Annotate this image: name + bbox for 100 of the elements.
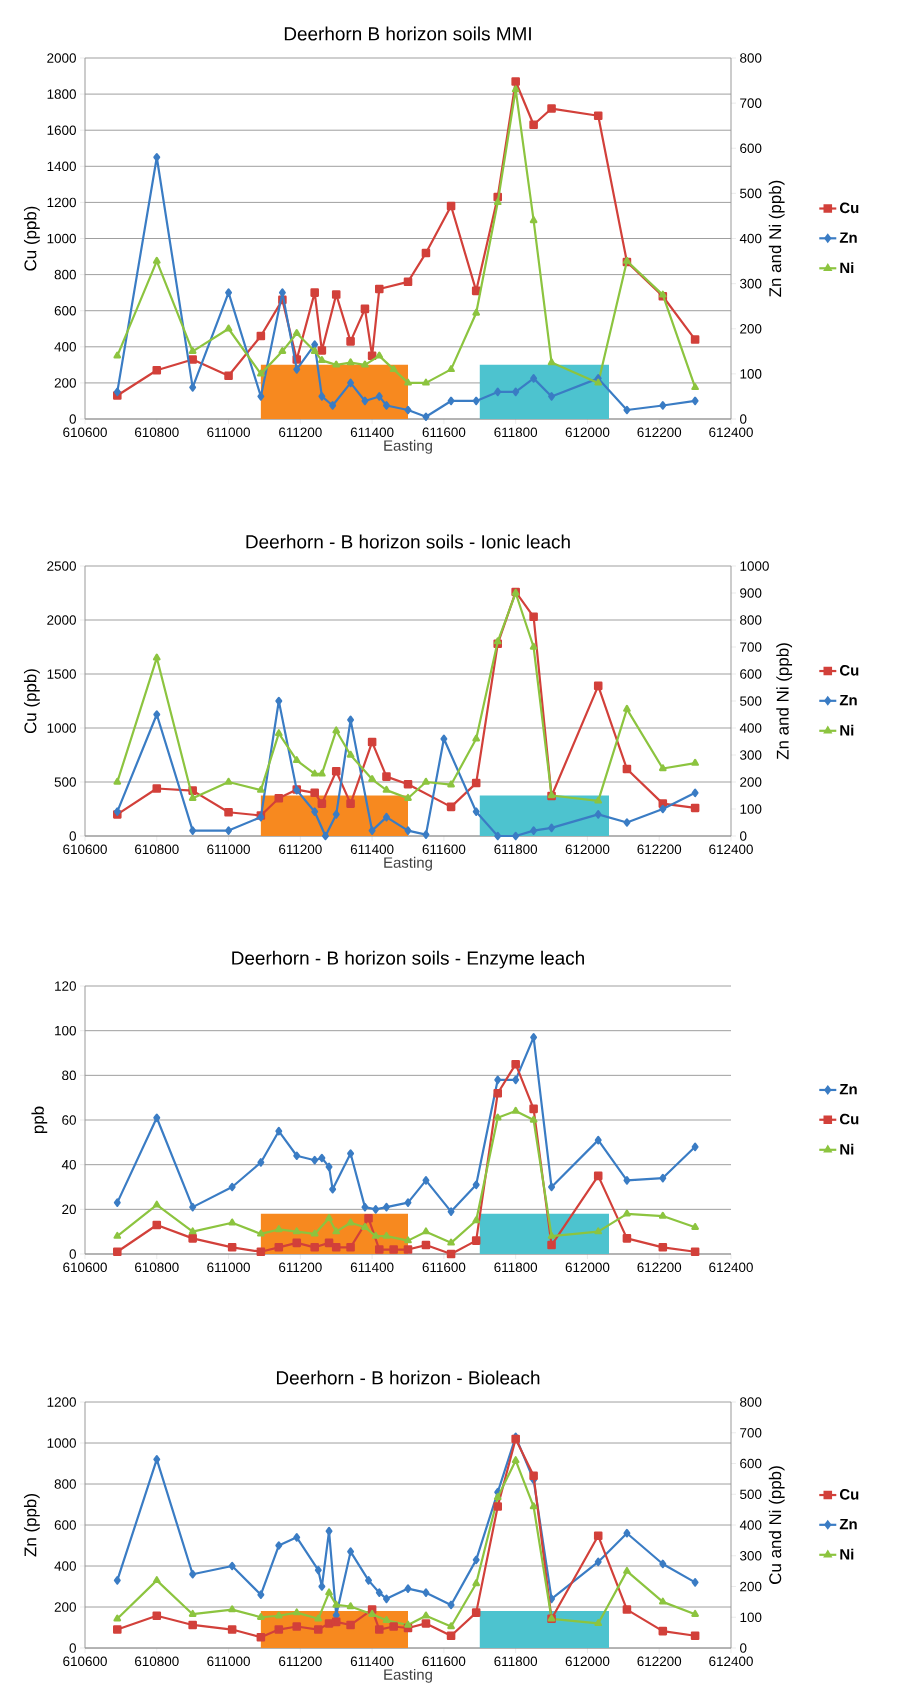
x-tick-label: 611600 [422,1656,466,1667]
y2-tick-label: 1000 [740,561,769,571]
y-tick-label: 2000 [47,53,76,63]
y-tick-label: 400 [54,342,76,352]
y-tick-label: 500 [54,777,76,787]
legend-label: Zn [839,694,857,706]
y-axis-title: ppb [31,1106,48,1134]
y2-tick-label: 600 [740,1458,762,1469]
y2-tick-label: 200 [740,1581,762,1592]
y-tick-label: 0 [69,831,76,841]
x-tick-label: 610600 [63,1262,107,1273]
x-tick-label: 612200 [637,427,682,438]
y-tick-label: 1500 [47,669,76,679]
x-tick-label: 611200 [279,844,322,855]
y-tick-label: 2000 [47,615,76,625]
x-tick-label: 612400 [709,844,753,855]
x-tick-label: 610600 [63,1656,107,1667]
y-tick-label: 800 [54,1479,76,1489]
x-tick-label: 610600 [63,427,107,438]
y2-tick-label: 500 [740,1489,762,1500]
y2-axis-title: Zn and Ni (ppb) [768,180,785,297]
x-tick-label: 611000 [207,427,250,438]
x-tick-label: 612000 [565,427,610,438]
y-tick-label: 0 [69,1643,76,1653]
y2-tick-label: 0 [740,1643,747,1653]
y-axis-title: Cu (ppb) [23,206,40,271]
x-tick-label: 611600 [422,1262,466,1273]
x-axis-title: Easting [384,439,432,454]
y2-tick-label: 400 [739,1520,762,1530]
x-tick-label: 612200 [637,844,682,855]
y2-tick-label: 600 [740,143,762,154]
y-tick-label: 1400 [47,161,76,172]
legend-label: Zn [839,232,857,243]
chart-title: Deerhorn - B horizon soils - Ionic leach [246,534,570,549]
legend-label: Ni [840,1548,854,1560]
x-tick-label: 611400 [350,844,394,855]
y-tick-label: 0 [69,1249,76,1259]
y-axis-title: Zn (ppb) [23,1494,40,1557]
y-tick-label: 2500 [47,561,76,571]
y-tick-label: 1600 [47,125,76,135]
y-tick-label: 80 [62,1070,76,1081]
legend-label: Ni [840,1143,854,1155]
chart-title: Deerhorn - B horizon - Bioleach [276,1370,540,1385]
x-tick-label: 611200 [279,1262,322,1273]
x-tick-label: 612000 [565,1656,610,1667]
y2-tick-label: 800 [740,1397,762,1407]
x-tick-label: 610600 [63,844,107,855]
x-tick-label: 611800 [494,1262,538,1273]
x-tick-label: 611000 [207,1262,250,1273]
y2-tick-label: 900 [740,588,762,598]
x-tick-label: 612200 [637,1262,682,1273]
y-tick-label: 40 [61,1159,76,1170]
y2-tick-label: 300 [740,750,762,760]
x-tick-label: 611000 [207,844,250,855]
y2-tick-label: 600 [740,669,762,679]
y2-tick-label: 0 [740,414,747,424]
y2-tick-label: 400 [739,723,762,733]
y-tick-label: 20 [62,1204,76,1215]
x-axis-title: Easting [384,1668,432,1683]
y2-tick-label: 200 [740,323,762,334]
legend-label: Cu [839,1489,859,1500]
x-tick-label: 611400 [350,1656,394,1667]
x-tick-label: 611000 [207,1656,250,1667]
y-tick-label: 100 [55,1025,76,1036]
x-axis-title: Easting [384,856,432,871]
chart-title: Deerhorn B horizon soils MMI [284,26,531,41]
legend-label: Ni [840,724,854,736]
y2-tick-label: 100 [740,804,762,814]
x-tick-label: 611400 [350,427,394,438]
legend-label: Ni [840,262,854,273]
y2-tick-label: 800 [740,53,762,63]
x-tick-label: 611800 [494,844,538,855]
y-tick-label: 200 [54,1602,76,1612]
y-tick-label: 1000 [47,723,76,733]
y2-tick-label: 700 [740,1428,762,1438]
y2-axis-title: Zn and Ni (ppb) [776,643,793,760]
y-tick-label: 200 [54,378,76,388]
y2-tick-label: 100 [740,369,762,379]
y-tick-label: 1200 [47,197,76,208]
x-tick-label: 611800 [494,427,538,438]
x-tick-label: 610800 [135,1656,179,1667]
y-tick-label: 60 [62,1115,76,1125]
y-tick-label: 1200 [47,1397,76,1407]
x-tick-label: 611600 [422,844,466,855]
y-tick-label: 400 [54,1561,76,1571]
y2-tick-label: 300 [740,278,762,289]
legend-label: Cu [839,665,859,676]
y-tick-label: 1000 [47,1438,76,1448]
x-tick-label: 611400 [350,1262,394,1273]
x-tick-label: 610800 [135,427,179,438]
y-tick-label: 600 [54,305,76,316]
legend-label: Zn [839,1084,857,1095]
y-axis-title: Cu (ppb) [23,669,40,734]
y-tick-label: 120 [55,981,76,991]
y2-tick-label: 0 [740,831,747,841]
y-tick-label: 600 [54,1520,76,1530]
y-tick-label: 1000 [47,233,76,244]
y2-tick-label: 500 [740,188,762,199]
x-tick-label: 611200 [279,1656,322,1667]
x-tick-label: 610800 [135,1262,179,1273]
